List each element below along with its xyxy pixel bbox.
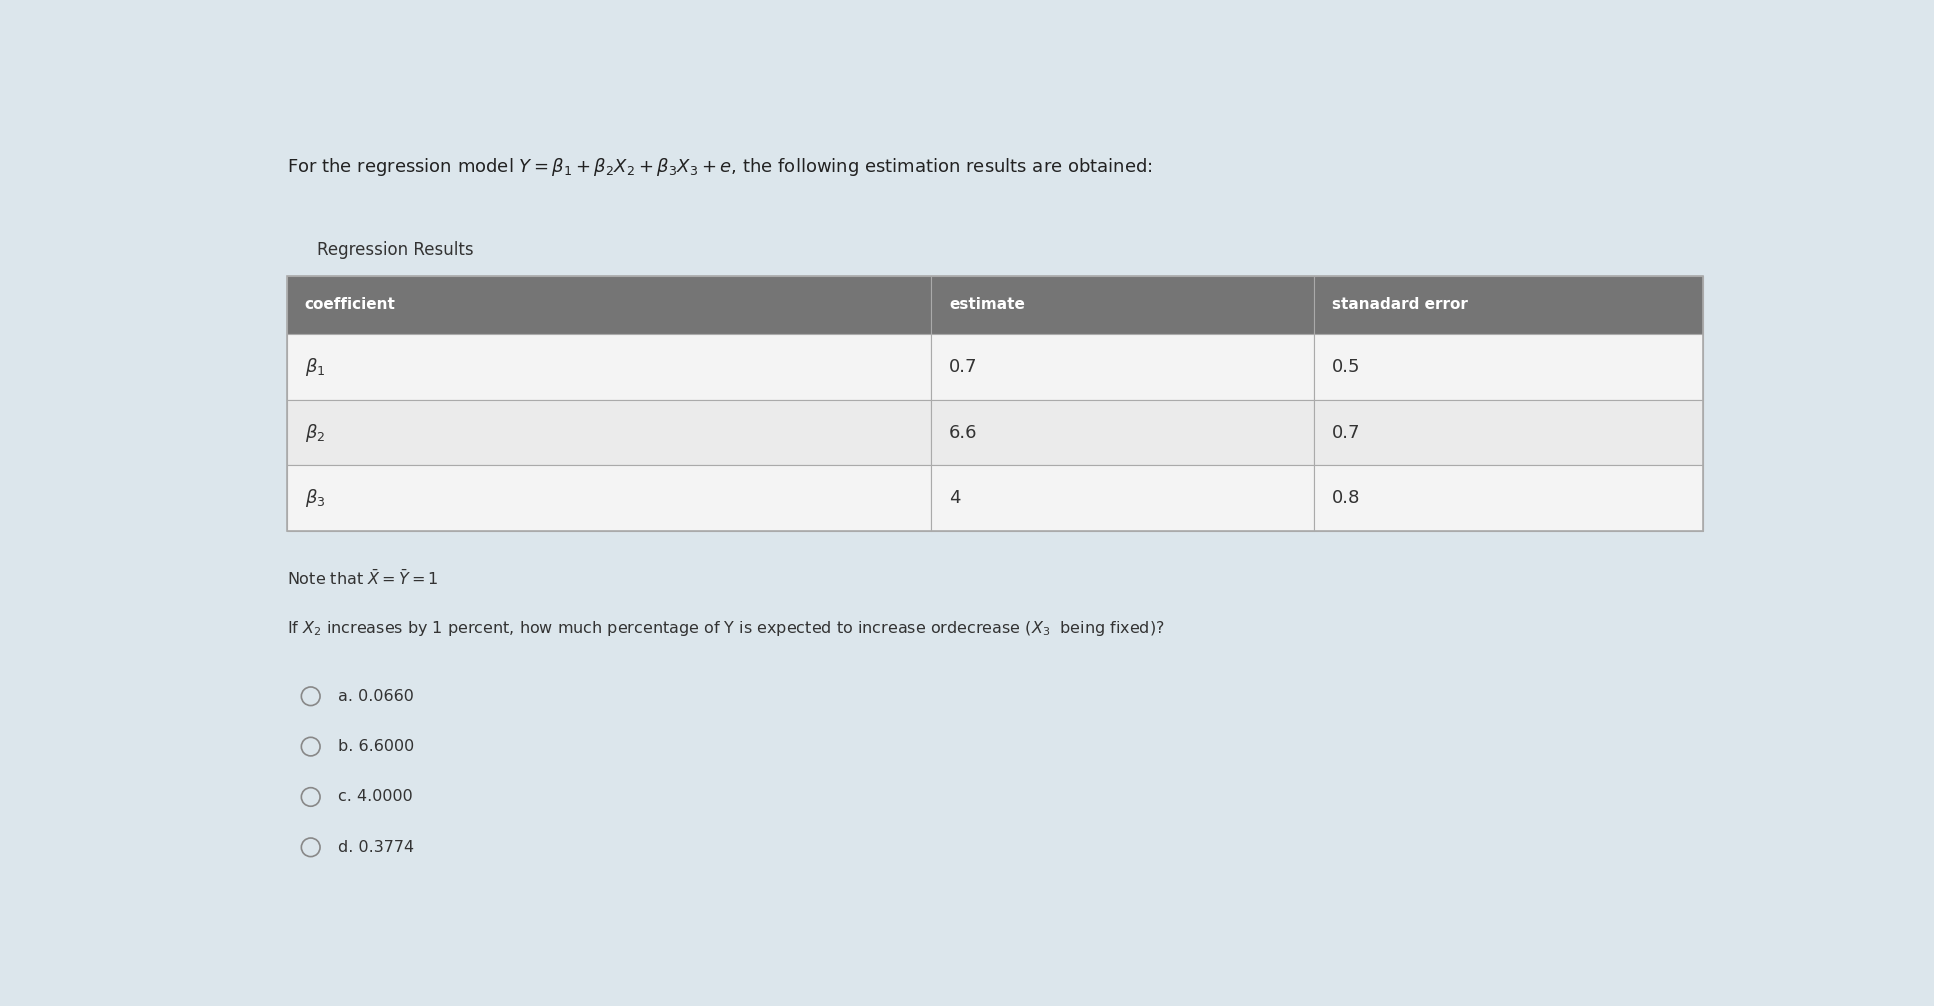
Text: estimate: estimate — [950, 297, 1025, 312]
Text: $\beta_1$: $\beta_1$ — [306, 356, 325, 377]
Text: Regression Results: Regression Results — [317, 240, 474, 259]
Bar — [286, 276, 930, 334]
Bar — [930, 334, 1313, 399]
Text: For the regression model $Y = \beta_1 + \beta_2 X_2 + \beta_3 X_3 + e$, the foll: For the regression model $Y = \beta_1 + … — [286, 156, 1153, 178]
Text: 4: 4 — [950, 489, 961, 507]
Bar — [930, 399, 1313, 466]
Text: b. 6.6000: b. 6.6000 — [338, 739, 414, 754]
Text: If $X_2$ increases by 1 percent, how much percentage of Y is expected to increas: If $X_2$ increases by 1 percent, how muc… — [286, 619, 1164, 638]
Bar — [1313, 334, 1704, 399]
Text: $\beta_3$: $\beta_3$ — [306, 487, 325, 509]
Text: d. 0.3774: d. 0.3774 — [338, 840, 414, 855]
Text: a. 0.0660: a. 0.0660 — [338, 689, 414, 704]
Text: 0.7: 0.7 — [950, 358, 979, 375]
Text: c. 4.0000: c. 4.0000 — [338, 790, 412, 805]
Text: $\beta_2$: $\beta_2$ — [306, 422, 325, 444]
Bar — [1313, 399, 1704, 466]
Bar — [286, 334, 930, 399]
Text: 0.5: 0.5 — [1333, 358, 1360, 375]
Bar — [930, 276, 1313, 334]
Bar — [930, 466, 1313, 531]
Bar — [286, 399, 930, 466]
Text: 6.6: 6.6 — [950, 424, 979, 442]
Text: coefficient: coefficient — [306, 297, 396, 312]
Text: 0.8: 0.8 — [1333, 489, 1360, 507]
Text: Note that $\bar{X} = \bar{Y} = 1$: Note that $\bar{X} = \bar{Y} = 1$ — [286, 568, 437, 588]
Bar — [1313, 466, 1704, 531]
Text: stanadard error: stanadard error — [1333, 297, 1468, 312]
Bar — [286, 466, 930, 531]
Bar — [286, 276, 1704, 531]
Text: 0.7: 0.7 — [1333, 424, 1360, 442]
Bar — [1313, 276, 1704, 334]
